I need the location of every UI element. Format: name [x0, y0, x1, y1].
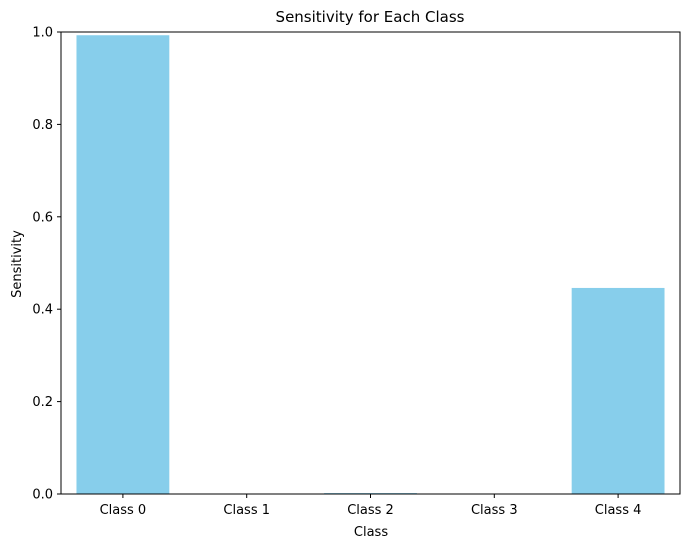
chart-title: Sensitivity for Each Class [276, 8, 465, 26]
y-axis-ticks: 0.0 0.2 0.4 0.6 0.8 1.0 [32, 26, 61, 503]
x-tick-label: Class 4 [595, 503, 642, 518]
x-tick-label: Class 3 [471, 503, 518, 518]
y-tick-label: 0.0 [32, 488, 53, 503]
x-axis-ticks: Class 0 Class 1 Class 2 Class 3 Class 4 [100, 494, 642, 518]
y-tick-label: 0.2 [32, 395, 53, 410]
bar-class-4 [571, 287, 665, 494]
x-tick-label: Class 2 [347, 503, 394, 518]
x-tick-label: Class 0 [100, 503, 147, 518]
y-tick-label: 0.8 [32, 118, 53, 133]
y-tick-label: 0.4 [32, 303, 53, 318]
bars-group [76, 35, 665, 494]
plot-area-frame [60, 31, 681, 495]
y-tick-label: 0.6 [32, 210, 53, 225]
bar-class-0 [76, 35, 170, 494]
y-tick-label: 1.0 [32, 26, 53, 41]
y-axis-label: Sensitivity [10, 230, 25, 298]
x-tick-label: Class 1 [223, 503, 270, 518]
x-axis-label: Class [354, 525, 388, 540]
